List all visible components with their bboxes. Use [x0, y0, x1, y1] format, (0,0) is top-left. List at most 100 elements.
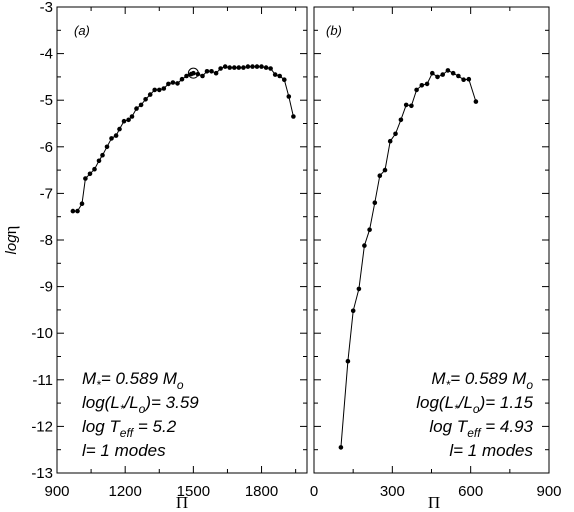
panel-a-x-tick-label: 1200	[108, 483, 141, 500]
panel-a-data-point	[282, 77, 287, 82]
panel-a-series-line	[72, 66, 294, 212]
panel-b-data-point	[419, 83, 425, 88]
panel-b-data-point	[393, 131, 398, 137]
y-tick-label: -12	[31, 418, 53, 435]
y-axis-title-log: log	[3, 234, 20, 255]
panel-a-tag: (a)	[74, 23, 90, 38]
y-tick-label: -5	[40, 92, 53, 109]
panel-a-mass-label: M*= 0.589 Mo	[82, 369, 184, 392]
panel-a-x-tick-label: 1800	[245, 483, 278, 500]
panel-a-data-point	[250, 64, 255, 69]
panel-a-modes-label: l= 1 modes	[82, 441, 166, 460]
panel-a-data-point	[104, 144, 110, 150]
panel-b-data-point	[435, 74, 440, 80]
panel-a-data-point	[254, 64, 260, 69]
panel-a-data-point	[109, 136, 114, 141]
panel-a-data-point	[263, 65, 269, 70]
panel-b-data-point	[473, 99, 479, 104]
panel-b-data-point	[387, 138, 393, 144]
panel-b-data-point	[450, 70, 456, 76]
panel-b-data-point	[382, 167, 388, 173]
panel-a-data-point	[166, 81, 171, 87]
panel-a-data-point	[117, 126, 122, 132]
panel-a-data-point	[241, 65, 246, 70]
panel-b-teff-label: log Teff = 4.93	[429, 417, 533, 440]
panel-b-modes-label: l= 1 modes	[449, 441, 533, 460]
panel-b-data-point	[445, 68, 451, 73]
panel-a-data-point	[79, 201, 85, 206]
panel-b-data-point	[403, 102, 409, 108]
panel-a-data-point	[75, 208, 80, 214]
panel-a-data-point	[70, 208, 76, 214]
panel-b-data-point	[424, 81, 430, 87]
panel-b-data-point	[461, 77, 466, 82]
panel-b-x-tick-label: 300	[380, 483, 405, 500]
panel-a-data-point	[286, 94, 292, 99]
panel-a-data-point	[184, 73, 189, 79]
panel-a-x-tick-label: 900	[44, 483, 69, 500]
panel-a-data-point	[121, 118, 127, 124]
panel-a-data-point	[157, 87, 162, 93]
panel-a-data-point	[126, 117, 131, 123]
panel-a-data-point	[200, 73, 205, 79]
panel-a-data-point	[259, 64, 264, 69]
panel-b-data-point	[356, 286, 362, 292]
panel-a-data-point	[83, 176, 88, 181]
panel-a-data-point	[209, 69, 214, 74]
panel-a-data-point	[218, 66, 223, 71]
panel-b-data-point	[466, 76, 472, 82]
panel-b-x-tick-label: 900	[536, 483, 561, 500]
panel-b-data-point	[345, 358, 351, 364]
panel-b-x-title: Π	[428, 493, 440, 512]
panel-a: 900 1200 1500 1800 (a) M*= 0.589 Molog(L*/L…	[44, 6, 308, 500]
panel-a-data-point	[113, 133, 119, 138]
panel-b-data-point	[377, 173, 383, 178]
panel-a-data-point	[87, 171, 93, 177]
panel-b-luminosity-label: log(L*/Lo)= 1.15	[416, 393, 533, 416]
panel-a-data-point	[236, 65, 242, 70]
y-axis-title: logη	[1, 226, 20, 255]
y-tick-label: -8	[40, 232, 53, 249]
panel-a-data-point	[170, 80, 176, 85]
y-tick-label: -11	[32, 372, 53, 389]
y-axis-title-eta: η	[1, 226, 20, 235]
panel-b-data-point	[367, 227, 372, 232]
y-tick-label: -9	[40, 279, 53, 296]
panel-b-data-point	[414, 87, 419, 93]
panel-b-x-tick-label: 0	[310, 483, 318, 500]
y-tick-label: -3	[40, 0, 53, 16]
panel-a-data-point	[92, 166, 97, 172]
panel-b-series-line	[340, 69, 477, 448]
panel-b-data-point	[372, 200, 378, 205]
panel-b-data-point	[398, 117, 404, 123]
panel-b-x-tick-label: 600	[458, 483, 483, 500]
y-tick-label: -13	[31, 465, 53, 482]
panel-a-data-point	[143, 97, 148, 102]
panel-b-mass-label: M*= 0.589 Mo	[431, 369, 533, 392]
panel-a-data-point	[277, 73, 283, 79]
panel-a-data-point	[100, 152, 105, 158]
y-tick-label: -4	[40, 46, 53, 63]
panel-a-data-point	[204, 69, 210, 74]
panel-a-data-point	[191, 70, 196, 76]
panel-a-highlight-ring	[187, 67, 199, 79]
panel-a-x-tick-label: 1500	[177, 483, 210, 500]
panel-a-data-point	[272, 72, 278, 77]
panel-a-data-point	[147, 92, 153, 97]
panel-b-tag: (b)	[326, 23, 342, 38]
panel-a-data-point	[179, 76, 185, 82]
panel-b-data-point	[338, 445, 344, 450]
panel-a-data-point	[96, 158, 102, 164]
panel-a-teff-label: log Teff = 5.2	[82, 417, 177, 440]
panel-a-data-point	[129, 114, 135, 119]
panel-a-data-point	[213, 70, 219, 76]
panel-a-data-point	[291, 114, 296, 119]
panel-a-data-point	[161, 86, 167, 91]
panel-a-data-point	[232, 65, 237, 70]
y-axis-tick-labels: -3 -4 -5 -6 -7 -8 -9 -10 -11 -12 -13	[31, 0, 53, 482]
panel-b-data-point	[362, 243, 367, 248]
panel-a-x-title: Π	[176, 493, 188, 512]
